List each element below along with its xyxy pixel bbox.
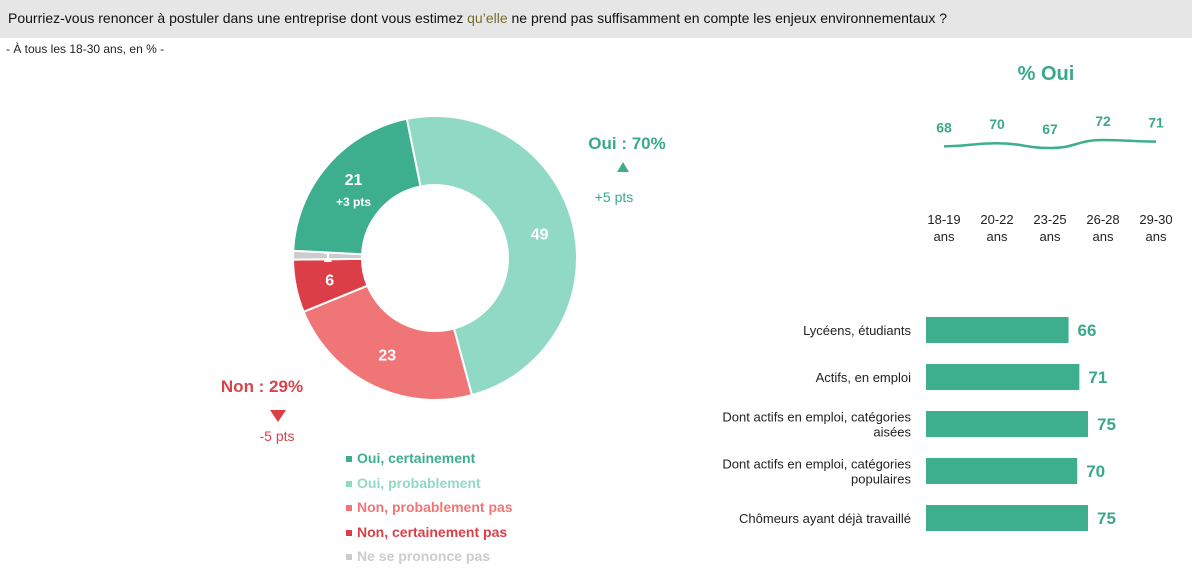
legend-swatch	[346, 554, 352, 560]
line-value-label: 68	[936, 119, 952, 135]
bar-category-label: Dont actifs en emploi, catégories	[722, 457, 911, 472]
bar-value-label: 75	[1097, 415, 1116, 434]
bar-value-label: 71	[1088, 368, 1107, 387]
line-value-label: 71	[1148, 115, 1164, 131]
non-change-label: -5 pts	[259, 428, 294, 444]
donut-value-label: 6	[325, 272, 334, 289]
down-triangle-icon	[270, 410, 286, 422]
donut-value-label: 1	[323, 249, 332, 266]
line-value-label: 70	[989, 116, 1005, 132]
line-category-label: ans	[1093, 229, 1114, 244]
question-text-highlight: qu’elle	[467, 10, 508, 26]
legend-swatch	[346, 505, 352, 511]
donut-value-label: 23	[378, 347, 396, 364]
line-category-label: 18-19	[927, 212, 960, 227]
question-header: Pourriez-vous renoncer à postuler dans u…	[0, 0, 1192, 38]
bar-category-label: Actifs, en emploi	[816, 370, 911, 385]
subtitle: - À tous les 18-30 ans, en % -	[6, 42, 165, 56]
donut-value-label: 21	[345, 172, 363, 189]
bar-value-label: 70	[1086, 462, 1105, 481]
legend-label: Non, probablement pas	[357, 499, 513, 515]
legend-label: Oui, probablement	[357, 474, 481, 491]
donut-slice-oui-certainement	[292, 117, 422, 256]
line-category-label: ans	[987, 229, 1008, 244]
line-category-label: 29-30	[1139, 212, 1172, 227]
line-series-oui	[943, 138, 1157, 150]
bar-category-label: populaires	[851, 472, 911, 487]
line-category-label: ans	[1146, 229, 1167, 244]
bar-category-label: Chômeurs ayant déjà travaillé	[739, 511, 911, 526]
bar-category-label: aisées	[873, 425, 911, 440]
bar-value-label: 75	[1097, 509, 1116, 528]
line-category-label: ans	[1040, 229, 1061, 244]
question-text-part: Pourriez-vous renoncer à postuler dans u…	[8, 10, 468, 26]
bar-value-label: 66	[1078, 321, 1097, 340]
line-value-label: 72	[1095, 113, 1111, 129]
bar-category-label: Lycéens, étudiants	[803, 323, 911, 338]
line-category-label: 26-28	[1086, 212, 1119, 227]
line-value-label: 67	[1042, 121, 1058, 137]
legend-swatch	[346, 529, 352, 536]
legend-swatch	[346, 456, 352, 462]
bar-dont-actifs-en-emploi-categories-aisees	[926, 411, 1088, 437]
donut-slice-oui-probablement	[405, 115, 578, 397]
legend-label: Non, certainement pas	[357, 523, 508, 540]
donut-slice-non-probablement-pas	[302, 284, 474, 401]
donut-chart: 49 23 6 1 21 +3 pts	[291, 115, 578, 401]
bar-actifs-en-emploi	[926, 364, 1080, 390]
bar-dont-actifs-en-emploi-categories-populaires	[926, 458, 1078, 484]
legend-label: Ne se prononce pas	[357, 548, 491, 564]
line-chart-title: % Oui	[1018, 63, 1075, 85]
oui-total-label: Oui : 70%	[588, 134, 665, 153]
bar-lyceens-etudiants	[926, 317, 1069, 343]
non-total-label: Non : 29%	[221, 377, 303, 396]
oui-change-label: +5 pts	[595, 189, 634, 205]
donut-value-label: 49	[531, 226, 549, 243]
donut-change-label: +3 pts	[336, 195, 371, 209]
line-category-label: ans	[934, 229, 955, 244]
line-category-label: 20-22	[980, 212, 1013, 227]
question-text-part: ne prend pas suffisamment en compte les …	[507, 10, 948, 26]
line-category-label: 23-25	[1033, 212, 1066, 227]
up-triangle-icon	[617, 162, 629, 172]
legend-label: Oui, certainement	[357, 450, 476, 466]
question-text: Pourriez-vous renoncer à postuler dans u…	[8, 10, 947, 26]
bar-category-label: Dont actifs en emploi, catégories	[722, 410, 911, 425]
bar-chomeurs-ayant-deja-travaille	[926, 505, 1088, 531]
legend-swatch	[346, 480, 352, 487]
